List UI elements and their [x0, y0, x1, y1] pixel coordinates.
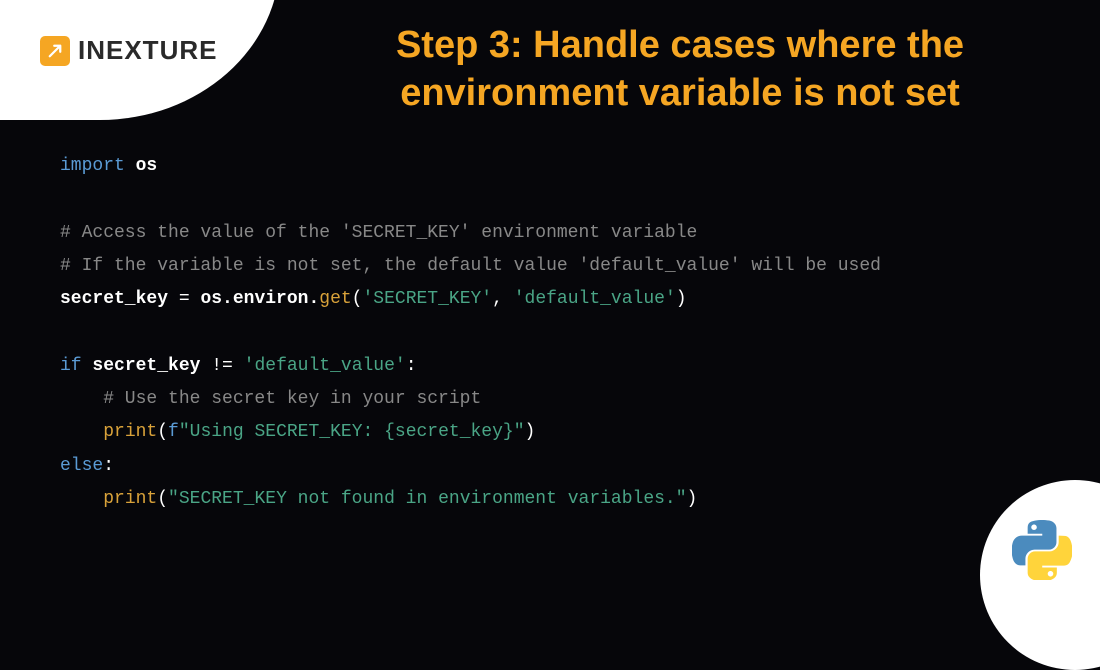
slide-title: Step 3: Handle cases where the environme…	[300, 22, 1060, 117]
code-indent	[60, 489, 103, 509]
code-comment: # Use the secret key in your script	[60, 389, 481, 409]
code-colon: :	[406, 356, 417, 376]
code-ident: os.environ.	[200, 289, 319, 309]
brand-mark-icon	[40, 36, 70, 66]
code-string: 'default_value'	[244, 356, 406, 376]
code-keyword: import	[60, 156, 125, 176]
code-func: get	[319, 289, 351, 309]
python-logo-icon	[1012, 520, 1072, 580]
code-indent	[60, 422, 103, 442]
code-comment: # Access the value of the 'SECRET_KEY' e…	[60, 223, 697, 243]
code-string: 'SECRET_KEY'	[362, 289, 492, 309]
code-paren: (	[157, 422, 168, 442]
code-keyword: else	[60, 456, 103, 476]
code-paren: )	[687, 489, 698, 509]
code-space	[82, 356, 93, 376]
code-fprefix: f	[168, 422, 179, 442]
code-paren: )	[676, 289, 687, 309]
code-ident: secret_key	[92, 356, 200, 376]
code-comma: ,	[492, 289, 514, 309]
code-string: 'default_value'	[514, 289, 676, 309]
code-keyword: if	[60, 356, 82, 376]
code-func: print	[103, 422, 157, 442]
brand-logo: INEXTURE	[40, 35, 217, 66]
code-ident: secret_key	[60, 289, 168, 309]
code-op: !=	[200, 356, 243, 376]
code-func: print	[103, 489, 157, 509]
code-paren: (	[157, 489, 168, 509]
code-paren: )	[525, 422, 536, 442]
code-string: "Using SECRET_KEY: {secret_key}"	[179, 422, 525, 442]
code-string: "SECRET_KEY not found in environment var…	[168, 489, 686, 509]
code-module: os	[136, 156, 158, 176]
code-paren: (	[352, 289, 363, 309]
brand-name: INEXTURE	[78, 35, 217, 66]
code-block: import os # Access the value of the 'SEC…	[60, 150, 1040, 516]
arrow-icon	[46, 42, 64, 60]
code-colon: :	[103, 456, 114, 476]
code-comment: # If the variable is not set, the defaul…	[60, 256, 881, 276]
code-op: =	[168, 289, 200, 309]
